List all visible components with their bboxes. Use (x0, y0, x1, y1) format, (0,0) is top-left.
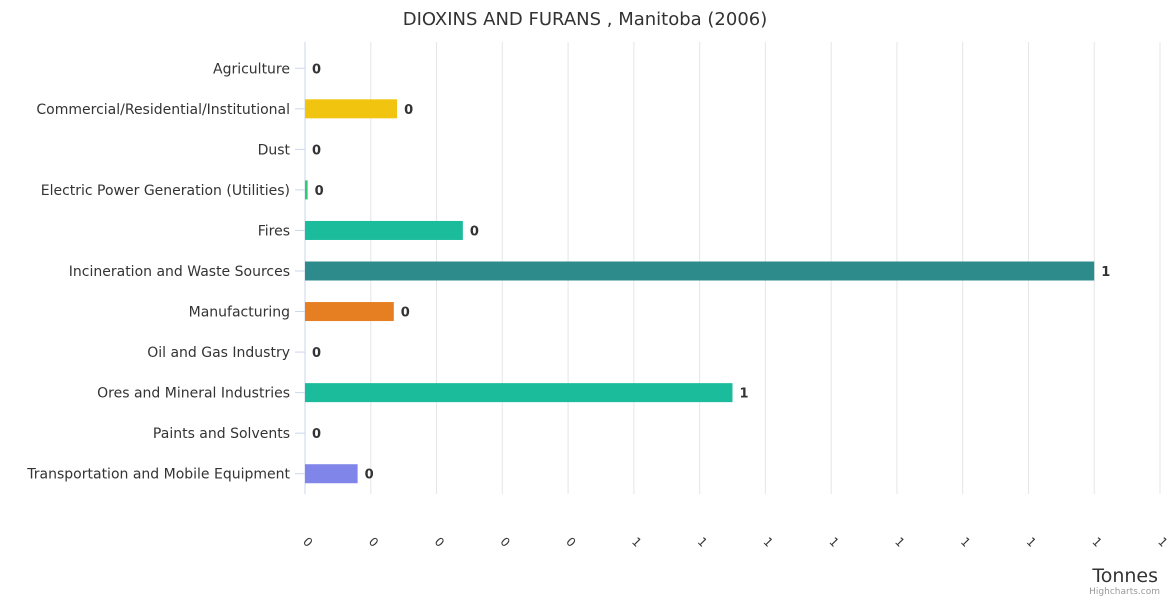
bars (305, 99, 1095, 484)
value-tick-label: 0 (497, 535, 512, 550)
category-label: Electric Power Generation (Utilities) (41, 183, 290, 199)
category-label: Ores and Mineral Industries (97, 386, 290, 402)
data-label: 0 (470, 224, 479, 239)
data-label: 0 (312, 143, 321, 158)
category-label: Agriculture (213, 61, 290, 77)
value-tick-label: 0 (432, 535, 447, 550)
value-tick-label: 1 (826, 535, 841, 550)
category-label: Incineration and Waste Sources (69, 264, 290, 280)
value-tick-label: 0 (300, 535, 315, 550)
value-tick-label: 1 (1155, 535, 1170, 550)
bar[interactable] (305, 261, 1095, 281)
value-tick-label: 1 (958, 535, 973, 550)
data-label: 1 (1101, 265, 1110, 280)
bar[interactable] (305, 99, 398, 119)
category-label: Manufacturing (189, 305, 290, 321)
category-label: Oil and Gas Industry (147, 345, 290, 361)
category-axis-ticks (295, 67, 305, 475)
data-labels: 0 0 0 0 0 1 0 0 1 0 0 (312, 62, 1110, 482)
value-tick-label: 1 (892, 535, 907, 550)
bar[interactable] (305, 180, 308, 200)
category-label: Transportation and Mobile Equipment (26, 467, 290, 483)
value-tick-label: 1 (629, 535, 644, 550)
value-tick-label: 0 (366, 535, 381, 550)
bar[interactable] (305, 220, 463, 240)
data-label: 0 (365, 468, 374, 483)
value-tick-label: 1 (1024, 535, 1039, 550)
value-tick-label: 0 (563, 535, 578, 550)
category-label: Paints and Solvents (153, 426, 290, 442)
bar[interactable] (305, 302, 394, 322)
value-axis-tick-labels: 0 0 0 0 0 1 1 1 1 1 1 1 1 1 (300, 535, 1170, 550)
bar[interactable] (305, 464, 358, 484)
value-tick-label: 1 (761, 535, 776, 550)
data-label: 0 (312, 62, 321, 77)
category-labels: Agriculture Commercial/Residential/Instit… (26, 61, 290, 482)
category-label: Dust (258, 142, 291, 158)
chart-credits[interactable]: Highcharts.com (1089, 587, 1160, 597)
bar[interactable] (305, 383, 733, 403)
value-tick-label: 1 (695, 535, 710, 550)
data-label: 0 (315, 184, 324, 199)
data-label: 0 (404, 103, 413, 118)
value-tick-label: 1 (1089, 535, 1104, 550)
data-label: 1 (740, 387, 749, 402)
data-label: 0 (401, 306, 410, 321)
category-label: Fires (258, 223, 290, 239)
category-label: Commercial/Residential/Institutional (36, 102, 290, 118)
data-label: 0 (312, 346, 321, 361)
value-axis-title: Tonnes (1091, 565, 1158, 587)
data-label: 0 (312, 427, 321, 442)
chart-title: DIOXINS AND FURANS , Manitoba (2006) (403, 9, 768, 30)
